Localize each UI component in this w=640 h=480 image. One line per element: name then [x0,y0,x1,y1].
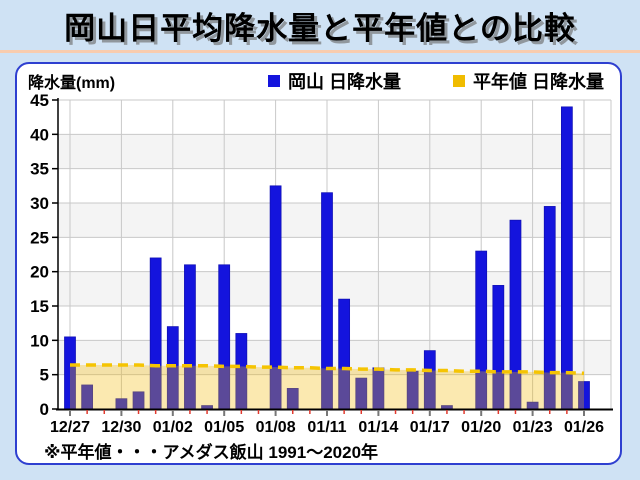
x-tick-label: 01/17 [410,419,450,436]
title-divider [0,50,640,53]
y-tick-label: 10 [30,331,49,350]
bar-01/25 [560,106,573,410]
y-tick-label: 40 [30,125,49,144]
plot-band [58,134,611,169]
legend-item-okayama: 岡山 日降水量 [267,68,401,94]
legend-marker-normal-icon [452,75,465,87]
x-tick-label: 01/23 [513,419,553,436]
x-tick-label: 01/02 [153,419,193,436]
legend-marker-okayama-icon [267,75,280,87]
legend-label-okayama: 岡山 日降水量 [287,72,401,92]
plot-band [58,168,611,203]
plot-band [58,100,611,135]
y-tick-label: 25 [30,228,49,247]
normal-value-area [70,365,584,409]
plot-band [58,237,611,272]
plot-band [58,271,611,306]
plot-band [58,203,611,238]
y-tick-label: 35 [30,160,49,179]
y-tick-label: 30 [30,194,49,213]
x-tick-label: 01/11 [307,419,346,436]
y-tick-label: 5 [40,366,49,385]
x-tick-label: 01/26 [564,419,604,436]
chart-header-row: 降水量(mm) 岡山 日降水量 平年値 日降水量 [15,68,618,94]
title-band: 岡山日平均降水量と平年値との比較 [0,0,640,50]
plot-band [58,306,611,341]
page-title: 岡山日平均降水量と平年値との比較 [64,10,576,46]
legend-item-normal: 平年値 日降水量 [452,68,604,94]
legend: 岡山 日降水量 平年値 日降水量 [267,68,604,94]
x-tick-label: 01/05 [204,419,244,436]
x-tick-label: 01/08 [256,419,296,436]
y-tick-label: 0 [40,400,49,419]
legend-label-normal: 平年値 日降水量 [472,72,604,92]
y-tick-label: 45 [30,91,49,110]
x-tick-label: 12/27 [50,419,90,436]
y-tick-label: 15 [30,297,49,316]
normal-value-dashed-line [70,363,585,376]
y-axis-unit-label: 降水量(mm) [28,75,116,92]
y-tick-label: 20 [30,263,49,282]
x-tick-label: 01/14 [358,419,398,436]
x-tick-label: 12/30 [101,419,141,436]
footnote: ※平年値・・・アメダス飯山 1991～2020年 [44,443,379,462]
x-tick-label: 01/20 [461,419,501,436]
